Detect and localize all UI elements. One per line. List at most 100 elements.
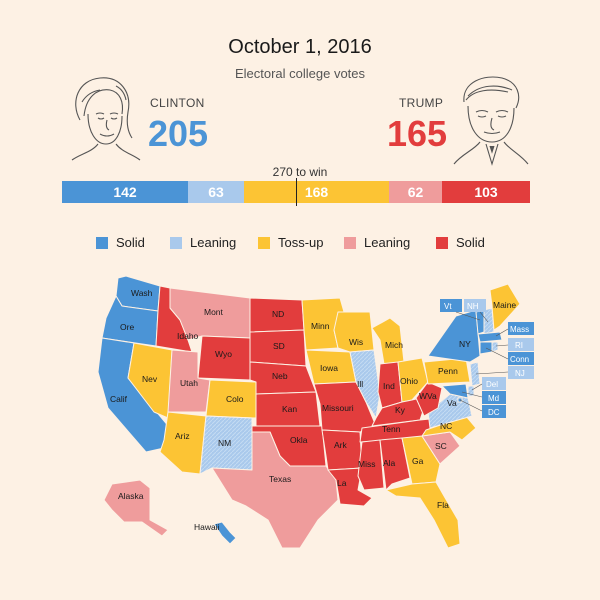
bar-segment-toss-up: 168 (244, 181, 389, 203)
label-ind: Ind (383, 381, 395, 391)
legend-swatch (436, 237, 448, 249)
legend-swatch (170, 237, 182, 249)
state-nj (469, 361, 481, 387)
label-dc: DC (488, 408, 500, 417)
label-ky: Ky (395, 405, 406, 415)
clinton-votes: 205 (148, 113, 209, 154)
label-kan: Kan (282, 404, 297, 414)
us-electoral-map: Wash Ore Calif Idaho Mont Wyo Nev Utah C… (97, 275, 534, 549)
state-ariz (159, 411, 207, 475)
state-ala (379, 437, 411, 491)
label-minn: Minn (311, 321, 330, 331)
bar-segment-trump-leaning: 62 (389, 181, 442, 203)
callout-nh-box (464, 299, 486, 312)
legend-label: Toss-up (278, 235, 324, 250)
state-del (467, 385, 475, 397)
bar-segment-clinton-solid: 142 (62, 181, 188, 203)
label-del: Del (486, 380, 498, 389)
label-ga: Ga (412, 456, 424, 466)
label-nh: NH (467, 302, 479, 311)
state-alaska (103, 479, 169, 537)
label-la: La (337, 478, 347, 488)
label-ny: NY (459, 339, 471, 349)
label-nev: Nev (142, 374, 158, 384)
win-threshold-line (296, 178, 297, 206)
callout-mass-box (508, 322, 534, 335)
label-idaho: Idaho (177, 331, 199, 341)
bar-segment-clinton-leaning: 63 (188, 181, 244, 203)
state-ohio (397, 357, 429, 403)
win-threshold-label: 270 to win (272, 165, 328, 179)
label-md: Md (488, 394, 499, 403)
label-ark: Ark (334, 440, 348, 450)
state-nh (483, 307, 495, 335)
label-penn: Penn (438, 366, 458, 376)
label-nm: NM (218, 438, 231, 448)
state-ri (491, 341, 499, 353)
label-sd: SD (273, 341, 285, 351)
callout-del-box (482, 377, 506, 390)
state-fla (385, 481, 461, 549)
label-mich: Mich (385, 340, 403, 350)
callout-ri-box (508, 338, 534, 351)
map-legend: Solid Leaning Toss-up Leaning Solid (0, 235, 600, 251)
label-okla: Okla (290, 435, 308, 445)
callout-nj-box (508, 366, 534, 379)
state-ny (427, 309, 481, 363)
legend-swatch (96, 237, 108, 249)
label-calif: Calif (110, 394, 128, 404)
label-sc: SC (435, 441, 447, 451)
label-wva: WVa (419, 391, 437, 401)
label-ore: Ore (120, 322, 134, 332)
trump-name: TRUMP (399, 96, 444, 110)
electoral-vote-bar: 142 63 168 62 103 (62, 181, 530, 203)
label-hawaii: Hawaii (194, 522, 220, 532)
state-nev (127, 342, 173, 419)
bar-segment-trump-solid: 103 (442, 181, 530, 203)
trump-votes: 165 (387, 113, 448, 154)
state-hawaii (213, 521, 237, 545)
trump-portrait (453, 76, 529, 166)
label-utah: Utah (180, 378, 198, 388)
clinton-name: CLINTON (150, 96, 205, 110)
legend-swatch (258, 237, 270, 249)
state-wva (415, 381, 443, 417)
label-wis: Wis (349, 337, 363, 347)
label-tenn: Tenn (382, 424, 401, 434)
label-wash: Wash (131, 288, 153, 298)
state-md (441, 383, 469, 399)
label-ala: Ala (383, 458, 396, 468)
label-ill: Ill (357, 379, 363, 389)
label-mass: Mass (510, 325, 529, 334)
label-missouri: Missouri (322, 403, 354, 413)
label-conn: Conn (510, 355, 529, 364)
legend-swatch (344, 237, 356, 249)
label-va: Va (447, 398, 457, 408)
label-maine: Maine (493, 300, 516, 310)
state-vt (475, 309, 485, 335)
label-ariz: Ariz (175, 431, 190, 441)
legend-label: Leaning (190, 235, 237, 250)
label-ohio: Ohio (400, 376, 418, 386)
label-miss: Miss (358, 459, 375, 469)
page-subtitle: Electoral college votes (234, 66, 366, 81)
clinton-portrait (71, 77, 141, 161)
northeast-callouts (440, 299, 534, 418)
state-ark (321, 429, 363, 471)
callout-dc-box (482, 405, 506, 418)
callout-conn-box (508, 352, 534, 365)
callout-vt-box (440, 299, 462, 312)
label-texas: Texas (269, 474, 291, 484)
legend-label: Leaning (364, 235, 411, 250)
state-maine (489, 283, 521, 331)
label-alaska: Alaska (118, 491, 144, 501)
label-wyo: Wyo (215, 349, 232, 359)
label-ri: RI (515, 341, 523, 350)
state-ga (401, 435, 441, 485)
legend-label: Solid (116, 235, 145, 250)
label-iowa: Iowa (320, 363, 338, 373)
label-colo: Colo (226, 394, 244, 404)
state-mass (477, 331, 503, 343)
state-texas (211, 431, 339, 549)
label-vt: Vt (444, 302, 452, 311)
